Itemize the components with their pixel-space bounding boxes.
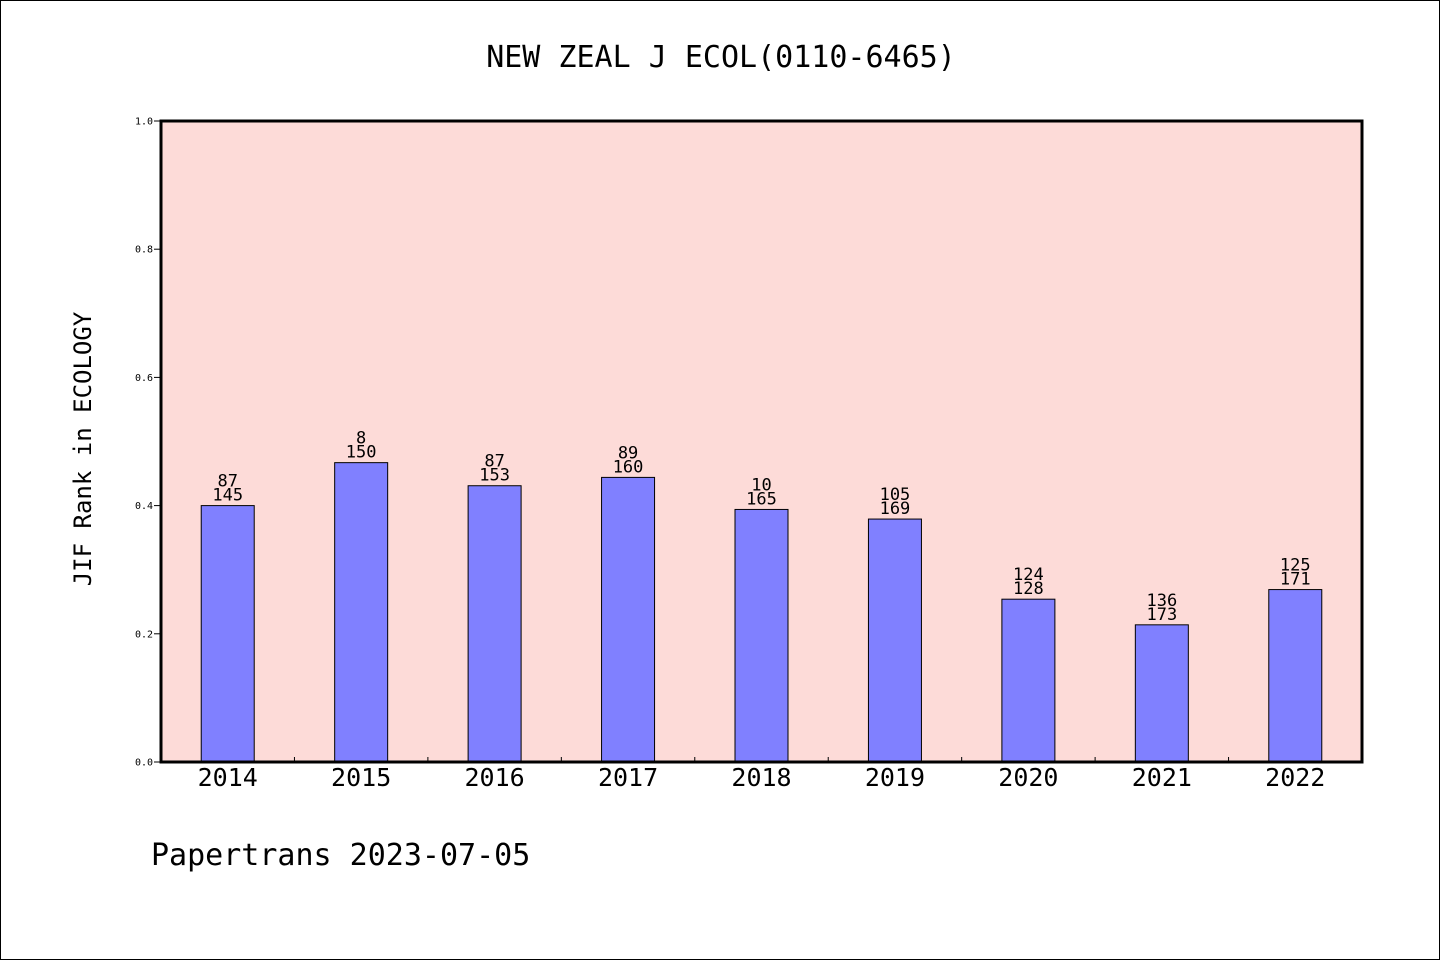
- total-label: 128: [1013, 579, 1044, 599]
- x-tick-label: 2021: [1132, 763, 1192, 792]
- total-label: 153: [479, 466, 510, 486]
- bar-2015: [334, 462, 389, 763]
- bar-2014: [200, 505, 255, 763]
- bar-2020: [1001, 598, 1056, 763]
- x-tick-label: 2019: [865, 763, 925, 792]
- y-tick-label: 0.2: [135, 629, 153, 640]
- rank-label: 105: [880, 485, 911, 505]
- y-tick-label: 0.8: [135, 245, 153, 256]
- x-tick-label: 2015: [331, 763, 391, 792]
- total-label: 169: [880, 499, 911, 519]
- x-tick-label: 2017: [598, 763, 658, 792]
- bar-2022: [1268, 589, 1323, 763]
- total-label: 165: [746, 489, 777, 509]
- bars: [200, 462, 1323, 763]
- bar-2016: [467, 485, 522, 763]
- y-tick-label: 0.6: [135, 373, 153, 384]
- rank-label: 136: [1146, 591, 1177, 611]
- total-label: 173: [1146, 605, 1177, 625]
- bar-2019: [867, 518, 922, 763]
- rank-label: 87: [484, 452, 504, 472]
- rank-label: 10: [751, 475, 771, 495]
- y-tick-label: 0.4: [135, 501, 153, 512]
- x-tick-label: 2022: [1265, 763, 1325, 792]
- rank-label: 124: [1013, 565, 1044, 585]
- bar-2018: [734, 508, 789, 763]
- y-tick-label: 0.0: [135, 758, 153, 769]
- bar-2021: [1134, 624, 1189, 763]
- total-label: 160: [613, 457, 644, 477]
- total-label: 171: [1280, 570, 1311, 590]
- source-footer: Papertrans 2023-07-05: [151, 838, 530, 873]
- y-axis-label: JIF Rank in ECOLOGY: [69, 311, 97, 586]
- rank-label: 8: [356, 429, 366, 449]
- rank-label: 89: [618, 443, 638, 463]
- bar-2017: [601, 476, 656, 763]
- total-label: 150: [346, 443, 377, 463]
- x-tick-label: 2016: [465, 763, 525, 792]
- rank-label: 87: [217, 472, 237, 492]
- total-label: 145: [212, 486, 243, 506]
- x-tick-label: 2014: [198, 763, 258, 792]
- y-tick-label: 1.0: [135, 117, 153, 128]
- rank-label: 125: [1280, 556, 1311, 576]
- x-axis: 2014 2015 2016 2017 2018 2019 2020 2021 2022: [198, 757, 1325, 792]
- x-tick-label: 2018: [731, 763, 791, 792]
- y-axis: 0.0 0.2 0.4 0.6 0.8 1.0: [135, 117, 161, 769]
- chart-title: NEW ZEAL J ECOL(0110-6465): [486, 40, 956, 75]
- x-tick-label: 2020: [998, 763, 1058, 792]
- plot-border: [159, 119, 1364, 764]
